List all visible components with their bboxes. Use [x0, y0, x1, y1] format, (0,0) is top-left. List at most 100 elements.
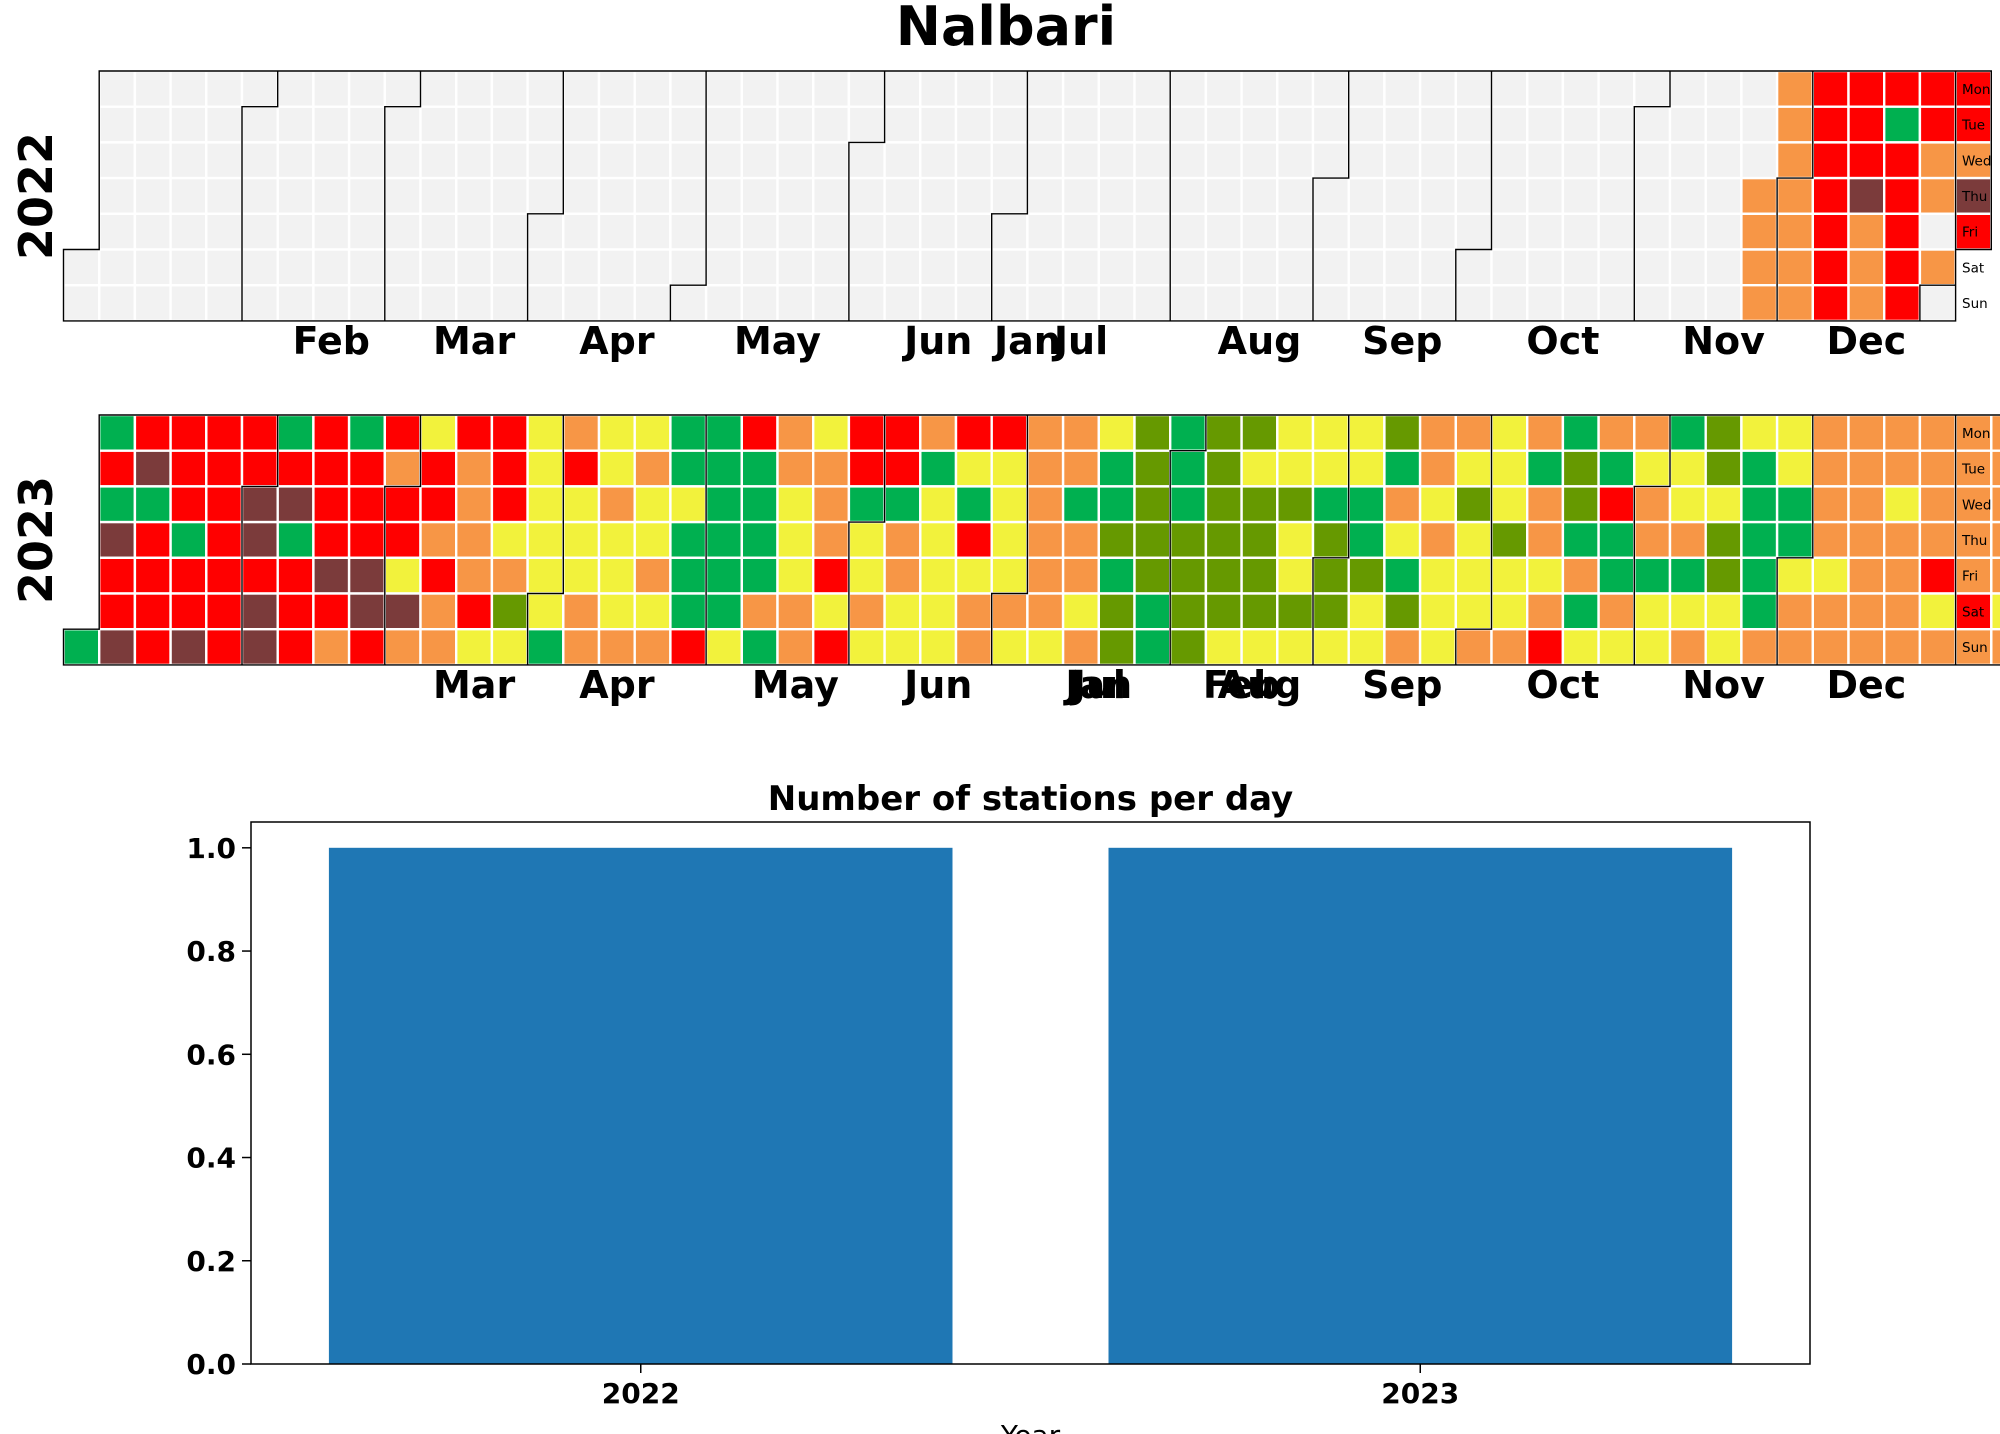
day-cell [1454, 485, 1493, 524]
day-cell [455, 212, 494, 251]
day-cell [1347, 556, 1386, 595]
day-cell [276, 592, 315, 631]
day-cell [990, 284, 1029, 323]
day-cell [526, 69, 565, 108]
day-cell [776, 248, 815, 287]
day-cell [704, 520, 743, 559]
day-cell [669, 105, 708, 144]
day-cell [1240, 69, 1279, 108]
day-cell [419, 556, 458, 595]
day-cell [1347, 176, 1386, 216]
day-cell [383, 485, 422, 524]
day-cell [1918, 284, 1957, 323]
day-cell [883, 556, 922, 595]
day-cell [597, 105, 636, 144]
day-cell [1276, 556, 1315, 595]
day-cell [455, 592, 494, 631]
day-cell [883, 284, 922, 323]
month-label: Jun [901, 319, 972, 363]
day-cell [1597, 413, 1636, 452]
day-cell [1561, 248, 1600, 287]
day-cell [597, 449, 636, 488]
day-cell [347, 556, 387, 595]
day-cell [490, 628, 529, 667]
day-cell [455, 485, 494, 524]
day-cell [1383, 105, 1422, 144]
day-cell [954, 592, 993, 631]
day-cell [97, 628, 137, 667]
day-cell [1597, 141, 1636, 180]
day-cell [1311, 449, 1350, 488]
y-tick-label: 0.8 [186, 935, 236, 968]
day-cell [1311, 105, 1350, 144]
day-cell [276, 141, 315, 180]
day-cell [990, 69, 1029, 108]
day-cell [633, 141, 672, 180]
day-cell [954, 485, 993, 524]
day-cell [240, 449, 279, 488]
day-cell [240, 141, 279, 180]
day-cell [1882, 592, 1922, 631]
day-cell [133, 628, 172, 667]
day-cell [312, 628, 351, 667]
day-cell [883, 176, 922, 216]
day-cell [1918, 69, 1957, 108]
day-cell [169, 176, 208, 216]
day-cell [312, 556, 351, 595]
day-cell [1633, 449, 1672, 488]
day-cell [1061, 592, 1100, 631]
day-cell [276, 176, 315, 216]
day-cell [597, 628, 636, 667]
day-cell [562, 69, 601, 108]
day-cell [169, 105, 208, 144]
day-cell [1882, 105, 1922, 144]
day-cell [812, 176, 851, 216]
day-cell [990, 592, 1029, 631]
day-cell [1811, 449, 1850, 488]
day-cell [383, 520, 422, 559]
day-cell [383, 413, 422, 452]
day-cell [1847, 413, 1886, 452]
day-cell [704, 105, 743, 144]
day-cell [1454, 141, 1493, 180]
day-cell [1597, 284, 1636, 323]
day-cell [1383, 556, 1422, 595]
day-cell [776, 413, 815, 452]
day-cell [919, 485, 958, 524]
day-cell [1597, 248, 1636, 287]
day-cell [1811, 248, 1850, 287]
day-cell [1668, 69, 1707, 108]
day-cell [1633, 176, 1672, 216]
day-cell [1882, 556, 1922, 595]
day-cell [1597, 176, 1636, 216]
day-cell [633, 176, 672, 216]
day-cell [1668, 141, 1707, 180]
day-cell [562, 105, 601, 144]
day-cell [312, 141, 351, 180]
day-cell [883, 69, 922, 108]
day-cell [740, 248, 779, 287]
day-cell [526, 449, 565, 488]
day-cell [1990, 449, 2000, 488]
day-cell [1240, 485, 1279, 524]
day-cell [455, 520, 494, 559]
day-cell [1204, 141, 1243, 180]
day-cell [1525, 69, 1565, 108]
month-label: Sep [1362, 319, 1442, 363]
day-cell [919, 413, 958, 452]
day-cell [455, 284, 494, 323]
day-cell [1525, 556, 1565, 595]
day-cell [205, 105, 244, 144]
day-cell [704, 248, 743, 287]
day-cell [169, 520, 208, 559]
day-cell [240, 628, 279, 667]
day-cell [883, 141, 922, 180]
day-cell [205, 248, 244, 287]
day-cell [133, 69, 172, 108]
day-cell [633, 485, 672, 524]
day-cell [1204, 176, 1243, 216]
day-cell [633, 449, 672, 488]
day-cell [1240, 141, 1279, 180]
day-cell [704, 485, 743, 524]
day-cell [990, 520, 1029, 559]
